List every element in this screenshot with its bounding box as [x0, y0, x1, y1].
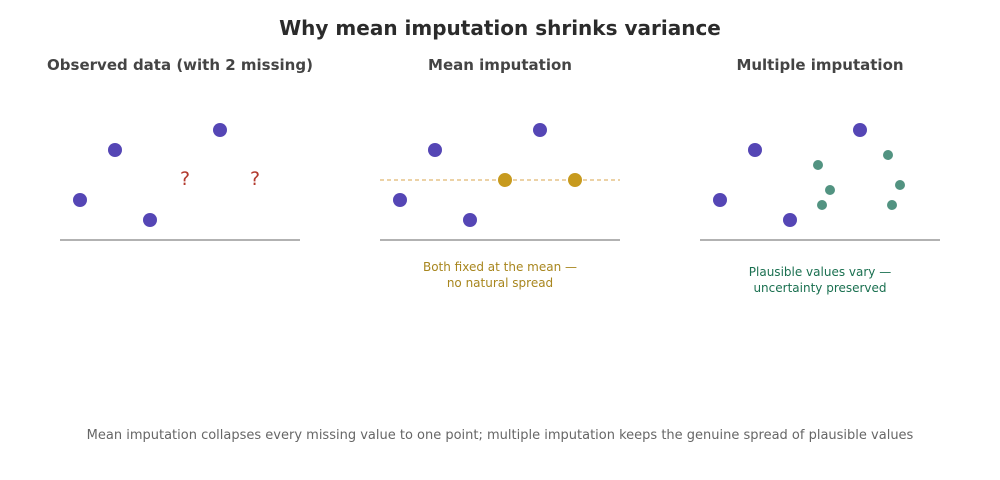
mean-imputed-point	[498, 173, 512, 187]
plausible-value-point	[813, 160, 823, 170]
observed-point	[463, 213, 477, 227]
plausible-value-point	[883, 150, 893, 160]
missing-value-marker: ?	[180, 168, 190, 190]
multiple-panel	[700, 123, 940, 241]
observed-panel-title: Observed data (with 2 missing)	[47, 56, 313, 74]
observed-point	[143, 213, 157, 227]
observed-point	[748, 143, 762, 157]
observed-panel: ? ?	[60, 123, 300, 241]
observed-point	[213, 123, 227, 137]
plausible-value-point	[895, 180, 905, 190]
plausible-value-point	[825, 185, 835, 195]
multiple-panel-caption: Plausible values vary — uncertainty pres…	[748, 265, 892, 295]
mean-panel-caption: Both fixed at the mean — no natural spre…	[422, 260, 578, 290]
multiple-panel-title: Multiple imputation	[736, 56, 904, 74]
plausible-value-point	[817, 200, 827, 210]
observed-point	[393, 193, 407, 207]
mean-imputed-point	[568, 173, 582, 187]
missing-value-marker: ?	[250, 168, 260, 190]
page-title: Why mean imputation shrinks variance	[279, 16, 721, 40]
plausible-value-point	[887, 200, 897, 210]
observed-point	[108, 143, 122, 157]
mean-panel	[380, 123, 620, 241]
observed-point	[783, 213, 797, 227]
footer-note: Mean imputation collapses every missing …	[86, 428, 914, 443]
observed-point	[73, 193, 87, 207]
observed-point	[428, 143, 442, 157]
observed-point	[533, 123, 547, 137]
observed-point	[713, 193, 727, 207]
mean-panel-title: Mean imputation	[428, 56, 572, 74]
observed-point	[853, 123, 867, 137]
